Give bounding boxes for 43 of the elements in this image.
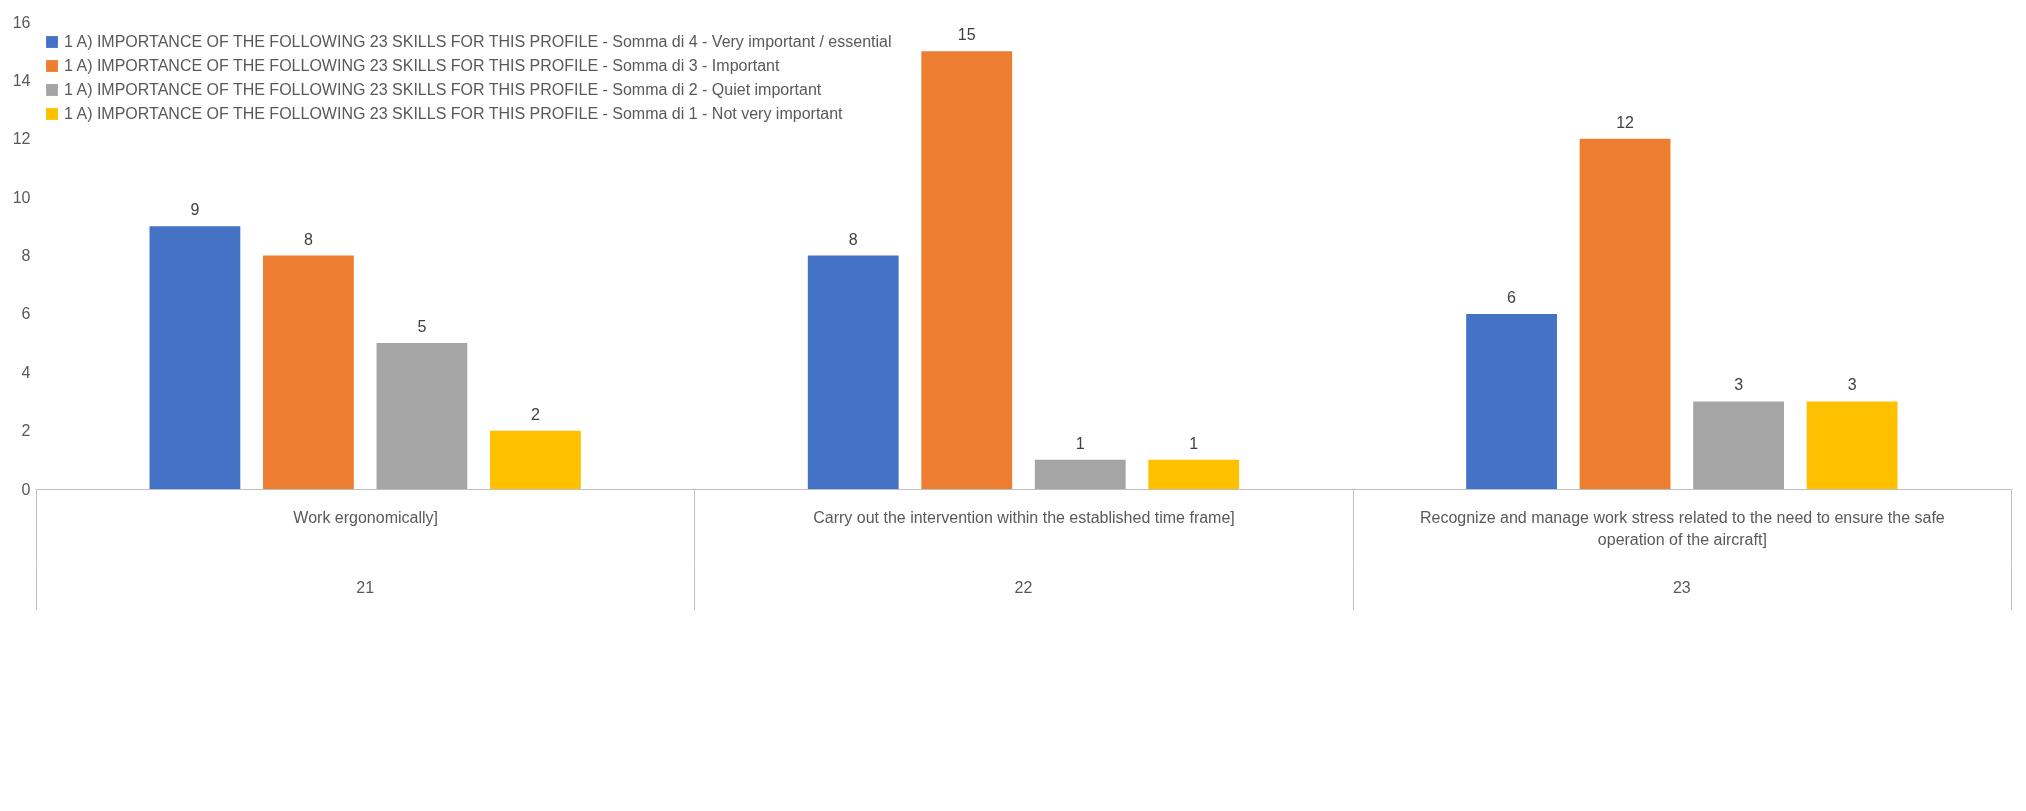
legend-label: 1 A) IMPORTANCE OF THE FOLLOWING 23 SKILLS FOR THIS PROFILE - Somma di 2 - Quiet important [64, 81, 822, 98]
text: 21 [356, 578, 375, 596]
bar [1466, 313, 1557, 489]
data-label: 2 [530, 405, 540, 423]
data-label: 6 [1507, 288, 1517, 306]
y-tick-label: 12 [12, 130, 31, 148]
bar [1693, 401, 1784, 489]
y-tick-label: 4 [21, 363, 31, 381]
bar [1034, 459, 1126, 489]
y-tick-label: 0 [21, 480, 31, 498]
bar [1148, 459, 1240, 489]
y-tick-label: 6 [21, 305, 31, 323]
y-tick-label: 14 [12, 71, 31, 89]
data-label: 15 [957, 26, 976, 44]
bar [263, 255, 354, 489]
legend-label: 1 A) IMPORTANCE OF THE FOLLOWING 23 SKILLS FOR THIS PROFILE - Somma di 1 - Not very important [64, 105, 844, 122]
data-label: 3 [1734, 376, 1744, 394]
y-tick-label: 2 [21, 422, 31, 440]
x-tick-label: Carry out the intervention within the established time frame] [813, 508, 1235, 526]
text: 22 [1014, 578, 1033, 596]
data-label: 12 [1616, 113, 1635, 131]
data-label: 9 [190, 201, 200, 219]
data-label: 8 [303, 230, 313, 248]
bar [149, 226, 241, 489]
bar [490, 430, 581, 489]
legend-label: 1 A) IMPORTANCE OF THE FOLLOWING 23 SKILLS FOR THIS PROFILE - Somma di 4 - Very important / essential [64, 33, 892, 50]
bar [1579, 138, 1671, 489]
bar [376, 343, 468, 489]
bar [921, 51, 1013, 489]
data-label: 8 [848, 230, 858, 248]
legend-label: 1 A) IMPORTANCE OF THE FOLLOWING 23 SKILLS FOR THIS PROFILE - Somma di 3 - Important [64, 57, 780, 74]
y-tick-label: 10 [12, 188, 31, 206]
bar [1806, 401, 1898, 489]
data-label: 1 [1189, 434, 1199, 452]
data-label: 1 [1075, 434, 1085, 452]
data-label: 3 [1847, 376, 1857, 394]
x-tick-label: Recognize and manage work stress related to the need to ensure the safe operation of the aircraft] [1419, 508, 1945, 548]
y-tick-label: 16 [12, 13, 31, 31]
text: 23 [1672, 578, 1691, 596]
y-tick-label: 8 [21, 247, 31, 264]
x-tick-label: Work ergonomically] [293, 508, 438, 526]
bar [807, 255, 899, 489]
data-label: 5 [417, 318, 427, 336]
